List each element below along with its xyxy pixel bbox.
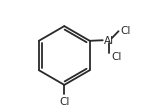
- Text: Cl: Cl: [59, 96, 69, 106]
- Text: Cl: Cl: [121, 25, 131, 35]
- Text: Al: Al: [104, 36, 114, 46]
- Text: Cl: Cl: [112, 52, 122, 61]
